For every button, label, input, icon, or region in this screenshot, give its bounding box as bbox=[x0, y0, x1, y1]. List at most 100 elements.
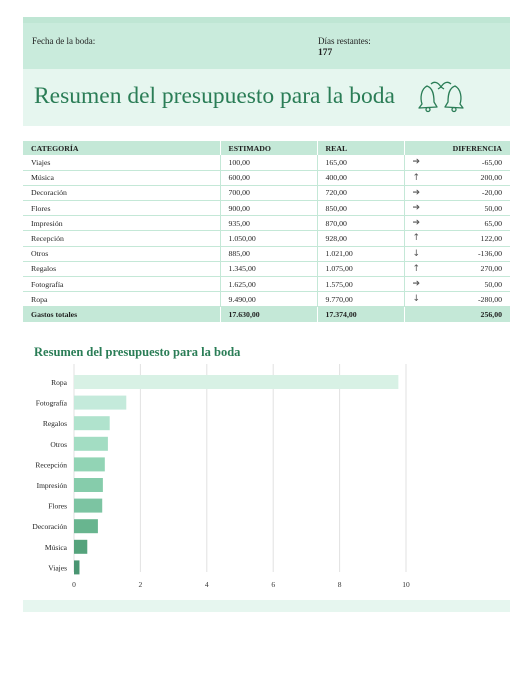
category-cell: Decoración bbox=[23, 185, 221, 202]
difference-cell: ↑ 200,00 bbox=[404, 170, 510, 186]
actual-cell: 1.075,00 bbox=[317, 261, 405, 278]
estimated-value: 9.490,00 bbox=[228, 294, 256, 304]
actual-cell: 1.021,00 bbox=[317, 246, 405, 262]
estimated-value: 1.050,00 bbox=[228, 234, 256, 244]
table-row: Impresión 935,00 870,00 ➔ 65,00 bbox=[23, 215, 510, 232]
bar bbox=[74, 416, 110, 431]
category-value: Ropa bbox=[31, 294, 48, 304]
category-value: Música bbox=[31, 173, 54, 183]
category-value: Fotografía bbox=[31, 279, 64, 289]
arrow-right-icon: ➔ bbox=[412, 218, 421, 229]
estimated-cell: 900,00 bbox=[220, 200, 318, 217]
category-cell: Flores bbox=[23, 200, 221, 217]
days-left-label: Días restantes: bbox=[318, 36, 371, 46]
difference-cell: ↑ 122,00 bbox=[404, 230, 510, 247]
category-cell: Fotografía bbox=[23, 276, 221, 293]
chart-title: Resumen del presupuesto para la boda bbox=[34, 345, 241, 359]
actual-cell: 400,00 bbox=[317, 170, 405, 186]
category-label: Recepción bbox=[35, 460, 67, 469]
category-value: Regalos bbox=[31, 264, 57, 274]
table-row: Decoración 700,00 720,00 ➔ -20,00 bbox=[23, 185, 510, 202]
actual-cell: 1.575,00 bbox=[317, 276, 405, 293]
category-value: Otros bbox=[31, 249, 49, 259]
category-label: Otros bbox=[50, 440, 67, 449]
category-cell: Otros bbox=[23, 246, 221, 262]
bar bbox=[74, 375, 399, 389]
difference-value: -136,00 bbox=[477, 249, 502, 259]
actual-cell: 870,00 bbox=[317, 215, 405, 232]
table-row: Fotografía 1.625,00 1.575,00 ➔ 50,00 bbox=[23, 276, 510, 293]
estimated-cell: 885,00 bbox=[220, 246, 318, 262]
actual-cell: 165,00 bbox=[317, 155, 405, 171]
estimated-cell: 9.490,00 bbox=[220, 291, 318, 308]
x-tick-label: 8 bbox=[338, 580, 342, 589]
category-value: Decoración bbox=[31, 188, 67, 198]
difference-cell: ↑ 270,00 bbox=[404, 261, 510, 278]
estimated-cell: 1.625,00 bbox=[220, 276, 318, 293]
category-value: Viajes bbox=[31, 157, 51, 167]
wedding-date-label: Fecha de la boda: bbox=[32, 36, 96, 46]
category-label: Música bbox=[45, 543, 68, 552]
actual-value: 9.770,00 bbox=[325, 294, 353, 304]
actual-value: 850,00 bbox=[325, 203, 347, 213]
bar bbox=[74, 539, 88, 554]
estimated-value: 1.625,00 bbox=[228, 279, 256, 289]
difference-cell: ↓ -136,00 bbox=[404, 246, 510, 262]
category-value: Impresión bbox=[31, 218, 63, 228]
arrow-right-icon: ➔ bbox=[412, 157, 421, 167]
estimated-value: 935,00 bbox=[228, 218, 250, 228]
difference-cell: ➔ -20,00 bbox=[404, 185, 510, 202]
actual-value: 720,00 bbox=[325, 188, 347, 198]
category-value: Recepción bbox=[31, 234, 64, 244]
table-header-row: CATEGORÍA ESTIMADO REAL DIFERENCIA bbox=[23, 141, 510, 155]
arrow-down-icon: ↓ bbox=[412, 294, 421, 305]
category-cell: Recepción bbox=[23, 230, 221, 247]
estimated-cell: 700,00 bbox=[220, 185, 318, 202]
category-label: Impresión bbox=[37, 481, 68, 490]
actual-value: 1.021,00 bbox=[325, 249, 353, 259]
total-row: Gastos totales 17.630,00 17.374,00 256,0… bbox=[23, 306, 510, 322]
arrow-up-icon: ↑ bbox=[412, 172, 421, 183]
category-label: Flores bbox=[48, 502, 67, 511]
category-label: Ropa bbox=[51, 378, 68, 387]
difference-cell: ➔ 50,00 bbox=[404, 200, 510, 217]
estimated-cell: 600,00 bbox=[220, 170, 318, 186]
estimated-cell: 935,00 bbox=[220, 215, 318, 232]
estimated-value: 885,00 bbox=[228, 249, 250, 259]
arrow-right-icon: ➔ bbox=[412, 203, 421, 214]
days-left-value: 177 bbox=[318, 48, 333, 58]
difference-value: 50,00 bbox=[484, 203, 502, 213]
difference-value: 200,00 bbox=[480, 173, 502, 183]
table-row: Regalos 1.345,00 1.075,00 ↑ 270,00 bbox=[23, 261, 510, 278]
actual-value: 1.075,00 bbox=[325, 264, 353, 274]
estimated-value: 600,00 bbox=[228, 173, 250, 183]
table-row: Música 600,00 400,00 ↑ 200,00 bbox=[23, 170, 510, 186]
difference-value: 65,00 bbox=[484, 218, 502, 228]
actual-cell: 9.770,00 bbox=[317, 291, 405, 308]
difference-value: 270,00 bbox=[480, 264, 502, 274]
difference-value: -65,00 bbox=[481, 157, 502, 167]
column-header-actual: REAL bbox=[317, 141, 405, 155]
total-difference: 256,00 bbox=[404, 306, 510, 322]
x-tick-label: 6 bbox=[271, 580, 275, 589]
estimated-cell: 1.050,00 bbox=[220, 230, 318, 247]
total-actual: 17.374,00 bbox=[317, 306, 405, 322]
table-row: Ropa 9.490,00 9.770,00 ↓ -280,00 bbox=[23, 291, 510, 308]
top-accent-strip bbox=[23, 17, 510, 23]
actual-value: 165,00 bbox=[325, 157, 347, 167]
arrow-down-icon: ↓ bbox=[412, 248, 421, 259]
difference-cell: ➔ 50,00 bbox=[404, 276, 510, 293]
estimated-cell: 100,00 bbox=[220, 155, 318, 171]
actual-cell: 850,00 bbox=[317, 200, 405, 217]
x-tick-label: 0 bbox=[72, 580, 76, 589]
x-tick-label: 10 bbox=[402, 580, 410, 589]
actual-value: 870,00 bbox=[325, 218, 347, 228]
table-row: Recepción 1.050,00 928,00 ↑ 122,00 bbox=[23, 230, 510, 247]
category-cell: Viajes bbox=[23, 155, 221, 171]
category-label: Fotografía bbox=[36, 399, 68, 408]
estimated-value: 700,00 bbox=[228, 188, 250, 198]
arrow-up-icon: ↑ bbox=[412, 263, 421, 274]
estimated-value: 900,00 bbox=[228, 203, 250, 213]
estimated-value: 100,00 bbox=[228, 157, 250, 167]
column-header-estimated: ESTIMADO bbox=[220, 141, 318, 155]
